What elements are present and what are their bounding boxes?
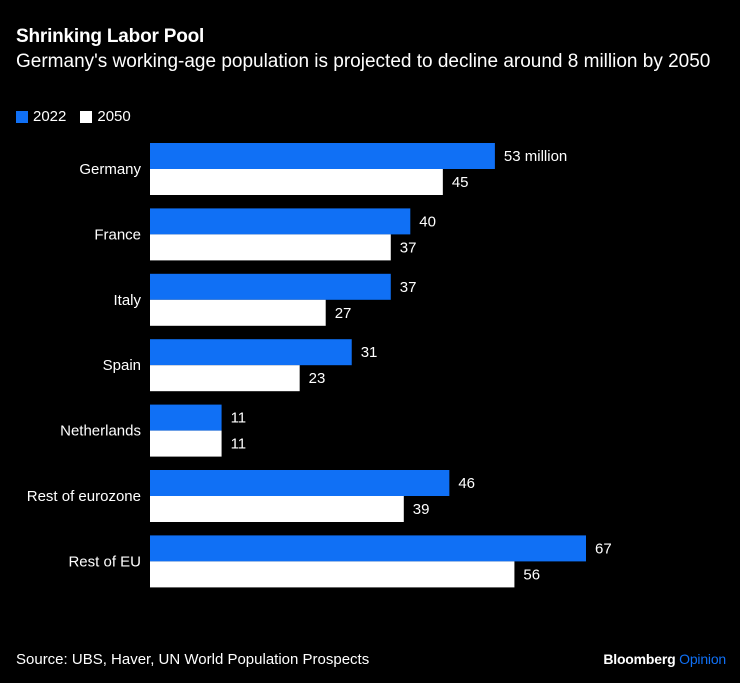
legend-label: 2022 [33,108,67,125]
bar-2050 [150,561,515,588]
legend: 2022 2050 [16,108,131,125]
bar-2022 [150,404,222,431]
category-label: Spain [103,357,141,374]
bar-2022 [150,273,391,300]
legend-label: 2050 [97,108,131,125]
category-label: Italy [113,292,141,309]
data-label: 45 [452,174,469,191]
bar-2022 [150,143,495,169]
data-label: 11 [231,436,247,453]
legend-swatch-2050 [80,110,93,123]
category-label: France [94,226,141,243]
bar-2050 [150,430,222,457]
source-note: Source: UBS, Haver, UN World Population … [16,651,370,668]
bar-2050 [150,496,404,522]
data-label: 67 [595,540,612,557]
data-label: 27 [335,305,352,322]
data-label: 53 million [504,148,567,165]
data-label: 11 [231,410,247,427]
bloomberg-opinion-logo: Bloomberg Opinion [603,651,726,667]
data-label: 39 [413,501,430,518]
data-label: 56 [523,566,540,583]
data-label: 37 [400,239,417,256]
legend-item-2050: 2050 [80,108,131,125]
bar-2050 [150,299,326,326]
bar-2050 [150,365,300,392]
category-label: Netherlands [60,423,141,440]
bar-2022 [150,470,450,496]
bar-2022 [150,339,352,366]
data-label: 37 [400,279,417,296]
bar-2050 [150,234,391,261]
bar-2022 [150,535,586,562]
category-label: Germany [79,161,141,178]
category-label: Rest of eurozone [27,488,141,505]
bar-2050 [150,169,443,195]
data-label: 23 [309,370,326,387]
chart-subtitle: Germany's working-age population is proj… [16,51,711,72]
legend-swatch-2022 [16,110,28,123]
bar-2022 [150,208,411,235]
data-label: 46 [458,475,475,492]
chart-title: Shrinking Labor Pool [16,26,205,47]
legend-item-2022: 2022 [16,108,66,125]
data-label: 31 [361,344,378,361]
category-label: Rest of EU [68,553,141,570]
data-label: 40 [419,213,436,230]
